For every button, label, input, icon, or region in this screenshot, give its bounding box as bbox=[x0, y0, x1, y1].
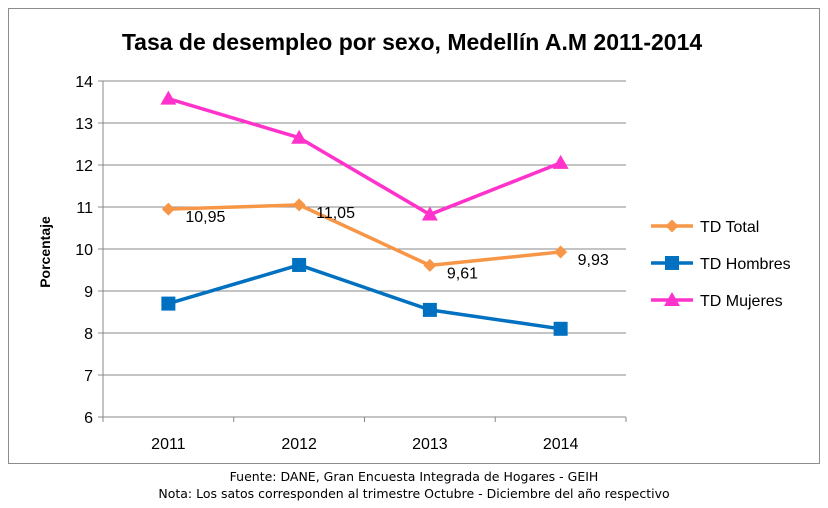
series-td-total bbox=[161, 198, 568, 272]
y-tick-label-8: 8 bbox=[84, 326, 93, 343]
point-td-mujeres-2011 bbox=[160, 90, 177, 105]
legend-marker-td-hombres bbox=[665, 256, 679, 270]
point-td-mujeres-2012 bbox=[291, 129, 308, 144]
point-td-total-2013 bbox=[423, 258, 437, 272]
point-td-mujeres-2014 bbox=[552, 154, 569, 169]
y-tick-label-11: 11 bbox=[76, 200, 93, 217]
x-tick-label-2014: 2014 bbox=[543, 436, 579, 453]
point-td-hombres-2011 bbox=[161, 296, 176, 311]
point-td-total-2014 bbox=[554, 245, 568, 259]
gridlines bbox=[103, 80, 626, 376]
x-tick-label-2011: 2011 bbox=[151, 436, 186, 453]
x-tick-label-2012: 2012 bbox=[281, 436, 317, 453]
y-tick-label-6: 6 bbox=[84, 410, 93, 427]
data-label-td-total-2013: 9,61 bbox=[447, 265, 478, 282]
legend-marker-td-mujeres bbox=[664, 292, 680, 306]
point-td-total-2012 bbox=[292, 198, 306, 212]
series-lines bbox=[160, 90, 569, 336]
series-line-td-hombres bbox=[167, 263, 561, 331]
legend-marker-td-total bbox=[665, 219, 679, 233]
legend-item-td-total: TD Total bbox=[651, 219, 759, 236]
y-axis-label: Porcentaje bbox=[37, 216, 53, 288]
point-td-hombres-2013 bbox=[422, 302, 437, 317]
y-tick-label-7: 7 bbox=[84, 368, 93, 385]
y-tick-label-10: 10 bbox=[75, 242, 93, 259]
series-line-td-total bbox=[168, 203, 561, 268]
data-label-td-total-2014: 9,93 bbox=[578, 252, 609, 269]
legend-label-td-hombres: TD Hombres bbox=[700, 256, 791, 273]
series-td-mujeres bbox=[160, 90, 569, 221]
point-td-mujeres-2013 bbox=[421, 206, 438, 221]
point-td-hombres-2014 bbox=[553, 321, 568, 336]
y-tick-label-9: 9 bbox=[84, 284, 93, 301]
axes: 6 7 8 9 10 11 12 13 14 2011 2012 2013 2014 bbox=[75, 74, 627, 453]
x-tick-label-2013: 2013 bbox=[412, 436, 448, 453]
legend-item-td-mujeres: TD Mujeres bbox=[651, 292, 783, 310]
y-tick-label-14: 14 bbox=[75, 74, 93, 91]
point-td-hombres-2012 bbox=[292, 257, 307, 272]
y-tick-label-12: 12 bbox=[75, 158, 93, 175]
data-labels: 10,95 11,05 9,61 9,93 bbox=[185, 205, 608, 282]
data-note: Nota: Los satos corresponden al trimestr… bbox=[158, 486, 670, 501]
footnotes: Fuente: DANE, Gran Encuesta Integrada de… bbox=[0, 468, 828, 502]
legend-item-td-hombres: TD Hombres bbox=[651, 256, 791, 273]
data-label-td-total-2012: 11,05 bbox=[316, 205, 355, 222]
legend: TD Total TD Hombres TD Mujeres bbox=[651, 219, 791, 310]
chart-frame bbox=[8, 8, 820, 464]
chart-title: Tasa de desempleo por sexo, Medellín A.M… bbox=[122, 29, 703, 55]
series-td-hombres bbox=[161, 257, 568, 336]
data-label-td-total-2011: 10,95 bbox=[185, 209, 225, 226]
y-tick-label-13: 13 bbox=[75, 116, 93, 133]
source-note: Fuente: DANE, Gran Encuesta Integrada de… bbox=[229, 469, 599, 484]
point-td-total-2011 bbox=[161, 202, 175, 216]
legend-label-td-total: TD Total bbox=[700, 219, 759, 236]
legend-label-td-mujeres: TD Mujeres bbox=[700, 293, 783, 310]
series-line-td-mujeres bbox=[167, 96, 562, 217]
